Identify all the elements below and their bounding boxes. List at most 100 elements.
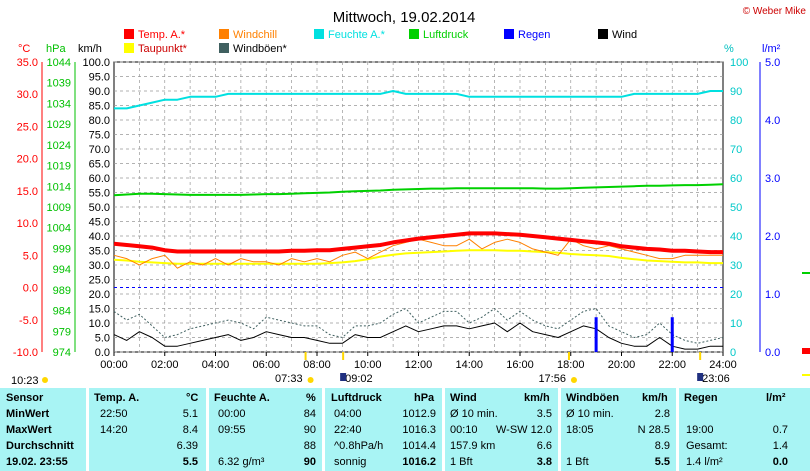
rain-tick-label: 0.0: [765, 347, 780, 359]
sun-icon: [307, 377, 314, 383]
rain-unit-label: l/m²: [762, 43, 781, 55]
x-tick-label: 04:00: [202, 359, 230, 371]
legend-swatch: [124, 43, 134, 53]
event-label-sunset: 17:56: [538, 373, 566, 385]
wind-value: 3.8: [536, 456, 552, 468]
x-tick-label: 22:00: [658, 359, 686, 371]
temp-value: 5.5: [182, 456, 198, 468]
wind-time: Ø 10 min.: [450, 408, 498, 420]
pressure-tick-label: 1004: [47, 223, 71, 235]
wind-direction: W-SW 12.0: [496, 424, 553, 436]
rain-bar: [594, 317, 598, 352]
pressure-tick-label: 1029: [47, 119, 71, 131]
x-tick-label: 02:00: [151, 359, 179, 371]
hum-value: 84: [303, 408, 316, 420]
temp-time: 22:50: [100, 408, 128, 420]
header-gust: Windböen: [566, 392, 620, 404]
humidity-tick-label: 50: [730, 202, 742, 214]
series-line-feuchtea: [114, 90, 723, 110]
pressure-tick-label: 984: [53, 306, 71, 318]
rain-bar: [670, 317, 674, 352]
row-label: MinWert: [6, 408, 50, 420]
x-tick-label: 20:00: [608, 359, 636, 371]
legend-label: Regen: [518, 29, 550, 41]
x-tick-label: 24:00: [709, 359, 737, 371]
humidity-tick-label: 10: [730, 318, 742, 330]
wind-tick-label: 20.0: [89, 289, 110, 301]
header-temp: Temp. A.: [94, 392, 140, 404]
wind-tick-label: 15.0: [89, 304, 110, 316]
series-line-taupunkt: [113, 249, 723, 265]
wind-tick-label: 85.0: [89, 101, 110, 113]
humidity-tick-label: 90: [730, 86, 742, 98]
temp-value: 8.4: [182, 424, 198, 436]
wind-tick-label: 25.0: [89, 275, 110, 287]
rain-tick-label: 5.0: [765, 57, 780, 69]
wind-tick-label: 60.0: [89, 173, 110, 185]
sun-icon: [570, 377, 577, 383]
press-value: 1016.2: [402, 456, 436, 468]
press-value: 1012.9: [402, 408, 436, 420]
wind-tick-label: 5.0: [95, 333, 110, 345]
wind-tick-label: 90.0: [89, 86, 110, 98]
header-wind-unit: km/h: [524, 392, 550, 404]
rain-time: Gesamt:: [686, 440, 728, 452]
hum-value: 90: [303, 424, 316, 436]
event-label-sunrise: 07:33: [275, 373, 303, 385]
humidity-tick-label: 70: [730, 144, 742, 156]
wind-tick-label: 75.0: [89, 130, 110, 142]
wind-tick-label: 30.0: [89, 260, 110, 272]
x-tick-label: 18:00: [557, 359, 585, 371]
header-temp-unit: °C: [186, 392, 199, 404]
hum-value: 88: [303, 440, 316, 452]
temp-tick-label: -10.0: [13, 347, 38, 359]
row-label: 19.02. 23:55: [6, 456, 68, 468]
edge-marker-green: [802, 272, 810, 274]
wind-tick-label: 100.0: [82, 57, 110, 69]
pressure-tick-label: 1039: [47, 78, 71, 90]
temp-tick-label: 5.0: [23, 250, 38, 262]
temp-tick-label: 0.0: [23, 283, 38, 295]
hum-time: 09:55: [218, 424, 246, 436]
sun-icon: [42, 377, 48, 383]
hum-time: 6.32 g/m³: [218, 456, 265, 468]
wind-tick-label: 40.0: [89, 231, 110, 243]
wind-tick-label: 80.0: [89, 115, 110, 127]
temp-unit-label: °C: [18, 43, 30, 55]
gust-time: 18:05: [566, 424, 594, 436]
humidity-tick-label: 30: [730, 260, 742, 272]
moon-icon: [697, 373, 704, 381]
rain-time: 1.4 l/m²: [686, 456, 723, 468]
header-rain-unit: l/m²: [766, 392, 786, 404]
header-press: Luftdruck: [331, 392, 382, 404]
header-rain: Regen: [684, 392, 718, 404]
wind-tick-label: 45.0: [89, 217, 110, 229]
x-tick-label: 12:00: [405, 359, 433, 371]
series-layer: [113, 90, 724, 352]
pressure-tick-label: 1014: [47, 181, 71, 193]
chart-title: Mittwoch, 19.02.2014: [333, 9, 476, 26]
rain-value: 0.7: [772, 424, 788, 436]
legend-label: Windböen*: [233, 43, 288, 55]
legend-swatch: [504, 29, 514, 39]
legend-label: Feuchte A.*: [328, 29, 386, 41]
rain-tick-label: 1.0: [765, 289, 780, 301]
series-line-wind: [113, 322, 723, 350]
gust-value: N 28.5: [637, 424, 670, 436]
humidity-tick-label: 80: [730, 115, 742, 127]
header-press-unit: hPa: [414, 392, 435, 404]
series-line-windben: [113, 308, 724, 344]
rain-value: 0.0: [772, 456, 788, 468]
x-tick-label: 16:00: [506, 359, 534, 371]
wind-time: 00:10: [450, 424, 478, 436]
temp-tick-label: -5.0: [19, 315, 38, 327]
weather-chart: Mittwoch, 19.02.2014 © Weber Mike Temp. …: [11, 6, 810, 387]
press-time: 22:40: [334, 424, 362, 436]
legend-label: Taupunkt*: [138, 43, 188, 55]
legend-swatch: [219, 29, 229, 39]
pressure-tick-label: 994: [53, 264, 71, 276]
wind-tick-label: 65.0: [89, 159, 110, 171]
temp-tick-label: 35.0: [17, 57, 38, 69]
wind-value: 6.6: [536, 440, 552, 452]
legend-swatch: [124, 29, 134, 39]
